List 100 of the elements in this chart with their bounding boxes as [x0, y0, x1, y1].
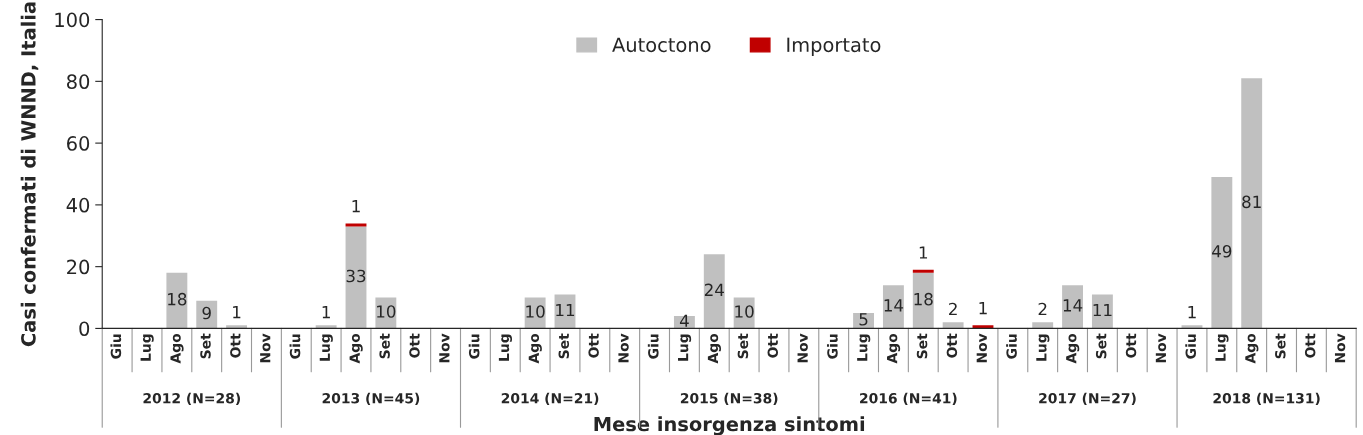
text: 2015 (N=38) — [680, 392, 778, 406]
x-tick-label: Lug — [140, 334, 154, 361]
text: 2013 (N=45) — [322, 392, 420, 406]
x-tick-label: Set — [200, 333, 211, 359]
x-tick-label: Lug — [678, 334, 692, 361]
y-tick-label: 80 — [66, 74, 90, 90]
text: 2016 (N=41) — [860, 392, 957, 406]
x-tick-label: Ago — [1066, 333, 1080, 364]
x-tick-label: Nov — [618, 333, 629, 363]
data-label: 1 — [233, 306, 241, 319]
x-tick-label: Ago — [1245, 333, 1259, 364]
text: 2018 (N=131) — [1213, 392, 1320, 406]
x-tick-label: Ago — [887, 333, 901, 364]
x-tick-label: Ott — [767, 333, 779, 358]
bar — [345, 226, 367, 329]
bar — [196, 300, 218, 329]
data-label: 1 — [979, 302, 987, 315]
x-tick-label: Nov — [797, 333, 808, 363]
data-label: 1 — [352, 200, 360, 213]
data-label: 10 — [735, 305, 754, 318]
x-tick-label: Set — [1275, 333, 1286, 359]
bar — [1181, 325, 1203, 329]
data-label: 9 — [202, 306, 211, 320]
data-label: 18 — [168, 292, 187, 306]
data-label: 24 — [704, 283, 724, 296]
data-label: 14 — [884, 299, 904, 312]
x-tick-label: Ago — [528, 333, 542, 364]
x-tick-label: Giu — [1185, 334, 1197, 359]
x-tick-label: Giu — [647, 334, 659, 359]
x-tick-label: Lug — [857, 334, 871, 361]
x-tick-label: Ott — [946, 333, 958, 358]
x-tick-label: Giu — [110, 334, 122, 359]
bar — [345, 223, 367, 227]
legend-label: Importato — [787, 37, 881, 56]
bar — [942, 322, 964, 329]
data-label: 4 — [679, 314, 689, 327]
x-tick-label: Ago — [707, 333, 721, 364]
x-tick-label: Ott — [1304, 333, 1316, 358]
x-tick-label: Ott — [588, 333, 599, 358]
x-tick-label: Lug — [1036, 334, 1050, 361]
x-tick-label: Set — [379, 333, 390, 359]
x-tick-label: Set — [737, 333, 749, 359]
y-tick-label: 100 — [55, 12, 90, 28]
y-axis-title: Casi confermati di WNND, Italia — [20, 2, 39, 347]
bar — [882, 285, 904, 329]
data-label: 49 — [1212, 244, 1232, 258]
text: 2017 (N=27) — [1039, 392, 1136, 406]
x-tick-label: Lug — [319, 334, 333, 361]
x-tick-label: Lug — [498, 334, 512, 361]
data-label: 1 — [1188, 306, 1196, 319]
x-tick-label: Nov — [976, 333, 988, 363]
x-tick-label: Ott — [1125, 333, 1137, 358]
y-tick-label: 40 — [66, 197, 90, 213]
text: 2012 (N=28) — [143, 392, 240, 406]
legend-label: Autoctono — [612, 37, 711, 53]
text: 2014 (N=21) — [501, 392, 599, 406]
data-label: 1 — [919, 246, 928, 259]
data-label: 2 — [1038, 302, 1047, 316]
data-label: 14 — [1063, 299, 1083, 312]
x-axis-title: Mese insorgenza sintomi — [594, 416, 865, 435]
bar — [226, 325, 248, 329]
x-tick-label: Ago — [170, 333, 184, 364]
data-label: 2 — [949, 302, 957, 316]
x-tick-label: Lug — [1215, 334, 1229, 361]
x-tick-label: Giu — [468, 334, 480, 359]
x-tick-label: Set — [558, 333, 570, 359]
y-tick-label: 60 — [67, 136, 90, 151]
bar — [972, 325, 994, 329]
bar — [1032, 322, 1054, 329]
data-label: 5 — [859, 313, 868, 326]
data-label: 10 — [526, 305, 545, 318]
bar — [703, 254, 725, 329]
data-label: 81 — [1242, 195, 1261, 209]
x-tick-label: Ott — [409, 333, 420, 358]
y-tick-label: 0 — [79, 321, 90, 337]
x-tick-label: Set — [1095, 333, 1107, 359]
x-tick-label: Giu — [1006, 334, 1017, 359]
data-label: 1 — [322, 306, 330, 319]
bar — [1062, 285, 1083, 329]
bar — [315, 325, 337, 329]
x-tick-label: Nov — [439, 333, 450, 363]
x-tick-label: Nov — [1155, 333, 1167, 363]
bar — [912, 272, 934, 329]
x-tick-label: Nov — [1334, 333, 1346, 363]
data-label: 33 — [346, 269, 366, 283]
bar — [166, 272, 188, 329]
x-tick-label: Set — [916, 333, 928, 359]
data-label: 10 — [377, 305, 396, 318]
data-label: 11 — [1093, 303, 1112, 317]
bar — [1211, 177, 1233, 329]
bar — [1241, 78, 1263, 329]
x-tick-label: Ott — [230, 333, 241, 358]
bar — [1091, 294, 1113, 329]
x-tick-label: Giu — [826, 334, 838, 359]
data-label: 11 — [556, 303, 575, 317]
x-tick-label: Ago — [349, 333, 363, 364]
x-tick-label: Giu — [289, 334, 301, 359]
data-label: 18 — [914, 292, 933, 306]
y-tick-label: 20 — [67, 259, 90, 275]
x-tick-label: Nov — [260, 333, 271, 363]
